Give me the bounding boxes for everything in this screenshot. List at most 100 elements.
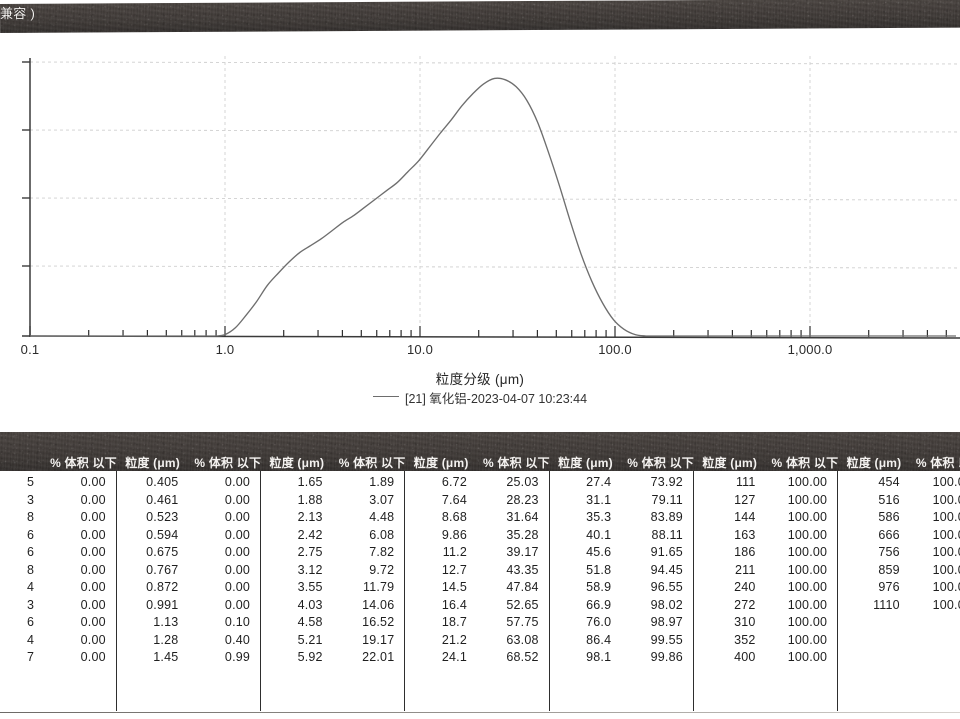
cell-percent: 39.17 <box>506 545 539 559</box>
cell-percent <box>910 614 960 632</box>
cell-size: 4 <box>26 632 35 647</box>
cell-size: 40.1 <box>548 526 622 544</box>
cell-size: 3.55 <box>260 579 333 597</box>
cell-percent: 0.00 <box>80 475 106 489</box>
cell-percent: 14.06 <box>362 597 395 612</box>
cell-percent: 100.00 <box>932 475 960 489</box>
cell-size: 76.0 <box>548 614 622 632</box>
xtick-label-3: 100.0 <box>598 342 632 357</box>
cell-size: 3.12 <box>260 561 333 579</box>
table-row[interactable]: 8 0.00 0.767 0.00 3.12 9.72 12.7 43.35 51.8 94.45… <box>0 561 960 579</box>
cell-size: 2.42 <box>260 526 333 544</box>
cell-percent: 100.00 <box>932 545 960 559</box>
cell-percent: 0.00 <box>80 615 106 629</box>
filler-cell <box>260 666 333 711</box>
table-row[interactable]: 3 0.00 0.461 0.00 1.88 3.07 7.64 28.23 31.1 79.11… <box>0 491 960 509</box>
cell-percent: 100.00 <box>787 650 828 664</box>
cell-percent: 100.00 <box>932 580 960 594</box>
table-header-row: % 体积 以下 粒度 (μm)% 体积 以下 粒度 (μm)% 体积 以下 粒度 (μ… <box>0 432 960 474</box>
cell-percent: 11.79 <box>362 580 395 594</box>
col-header-percent-4: % 体积 以下 <box>627 456 695 470</box>
cell-percent: 100.00 <box>787 475 828 489</box>
cell-size: 1.88 <box>260 491 333 509</box>
col-header-size-1: 粒度 (μm) <box>115 432 189 474</box>
cell-percent: 0.00 <box>224 580 251 594</box>
cell-percent: 0.10 <box>224 615 251 629</box>
cell-percent: 22.01 <box>362 650 395 664</box>
cell-size: 8.68 <box>404 509 477 527</box>
cell-percent: 79.11 <box>651 492 683 507</box>
filler-cell <box>44 667 116 711</box>
cell-percent: 25.03 <box>506 475 539 489</box>
cell-percent: 0.00 <box>224 492 251 507</box>
legend-line-swatch <box>372 396 399 397</box>
cell-percent: 0.00 <box>80 597 106 612</box>
cell-percent: 100.00 <box>932 527 960 542</box>
cell-size: 454 <box>837 474 910 492</box>
table-row[interactable]: 4 0.00 0.872 0.00 3.55 11.79 14.5 47.84 58.9 96.5… <box>0 579 960 597</box>
cell-size: 272 <box>692 596 766 614</box>
cell-size: 0.594 <box>115 526 189 544</box>
cell-size: 0.461 <box>115 491 189 509</box>
filler-cell <box>404 666 477 711</box>
xtick-label-1: 1.0 <box>215 342 235 357</box>
cell-percent: 98.97 <box>650 615 683 629</box>
cell-size: 1.45 <box>115 649 189 667</box>
table-row[interactable]: 3 0.00 0.991 0.00 4.03 14.06 16.4 52.65 66.9 98.0… <box>0 596 960 614</box>
table-row[interactable]: 4 0.00 1.28 0.40 5.21 19.17 21.2 63.08 86.4 99.55… <box>0 631 960 649</box>
cell-size: 859 <box>837 561 910 579</box>
table-row[interactable]: 5 0.00 0.405 0.00 1.65 1.89 6.72 25.03 27.4 73.92… <box>0 474 960 492</box>
cell-size: 211 <box>692 561 766 579</box>
cell-percent: 83.89 <box>650 510 683 524</box>
cell-percent: 0.00 <box>80 510 106 524</box>
cell-percent: 100.00 <box>787 545 828 559</box>
cell-percent: 0.00 <box>80 545 106 559</box>
particle-size-distribution-chart: 0.1 1.0 10.0 100.0 1,000.0 10,0 粒度分级 (μm… <box>0 36 960 416</box>
cell-percent: 7.82 <box>369 545 395 559</box>
table-row[interactable]: 7 0.00 1.45 0.99 5.92 22.01 24.1 68.52 98.1 99.86… <box>0 649 960 667</box>
col-header-percent-3: % 体积 以下 <box>482 456 550 470</box>
vertical-gridlines <box>224 56 811 338</box>
cell-size: 1.28 <box>115 631 189 649</box>
cell-percent: 0.00 <box>224 510 251 524</box>
table-row[interactable]: 6 0.00 0.675 0.00 2.75 7.82 11.2 39.17 45.6 91.65… <box>0 544 960 562</box>
cell-size: 11.2 <box>404 544 477 562</box>
cell-percent: 100.00 <box>787 580 828 594</box>
table-scroll[interactable]: % 体积 以下 粒度 (μm)% 体积 以下 粒度 (μm)% 体积 以下 粒度 (μ… <box>0 432 960 719</box>
cell-size: 45.6 <box>548 544 622 562</box>
cell-size: 976 <box>837 579 910 597</box>
cell-size: 6 <box>26 615 35 629</box>
cell-percent: 0.00 <box>80 527 106 542</box>
cell-percent: 98.02 <box>650 597 683 612</box>
cell-size: 16.4 <box>404 596 477 614</box>
cell-size: 6.72 <box>404 474 477 492</box>
col-header-percent-2: % 体积 以下 <box>338 456 406 470</box>
cell-percent: 4.48 <box>369 510 395 524</box>
table-row[interactable]: 6 0.00 0.594 0.00 2.42 6.08 9.86 35.28 40.1 88.11… <box>0 526 960 544</box>
cell-size: 6 <box>26 527 35 542</box>
filler-cell <box>115 666 189 711</box>
cell-size: 3 <box>26 597 35 612</box>
filler-cell <box>692 666 766 711</box>
cell-percent: 1.89 <box>369 475 395 489</box>
cell-percent: 0.00 <box>224 562 251 577</box>
cell-size: 4 <box>26 580 35 594</box>
table-row[interactable]: 6 0.00 1.13 0.10 4.58 16.52 18.7 57.75 76.0 98.97… <box>0 614 960 632</box>
cell-percent: 3.07 <box>369 492 395 507</box>
cell-percent: 88.11 <box>651 527 683 542</box>
filler-cell <box>910 667 960 711</box>
col-header-size-4: 粒度 (μm) <box>548 432 622 474</box>
cell-percent: 63.08 <box>506 632 539 647</box>
cell-size: 5 <box>26 475 35 489</box>
cell-size: 5.92 <box>260 649 333 667</box>
cell-percent: 100.00 <box>787 510 828 524</box>
cell-size: 66.9 <box>548 596 622 614</box>
cell-size: 4.03 <box>260 596 333 614</box>
col-header-size-6: 粒度 (μm) <box>837 432 910 474</box>
filler-cell <box>621 667 693 711</box>
table-row[interactable]: 8 0.00 0.523 0.00 2.13 4.48 8.68 31.64 35.3 83.89… <box>0 509 960 527</box>
cell-size: 516 <box>837 491 910 509</box>
col-header-size-5: 粒度 (μm) <box>692 432 766 474</box>
table-body: 5 0.00 0.405 0.00 1.65 1.89 6.72 25.03 27.4 73.92… <box>0 474 960 711</box>
cell-percent: 99.86 <box>650 650 683 664</box>
